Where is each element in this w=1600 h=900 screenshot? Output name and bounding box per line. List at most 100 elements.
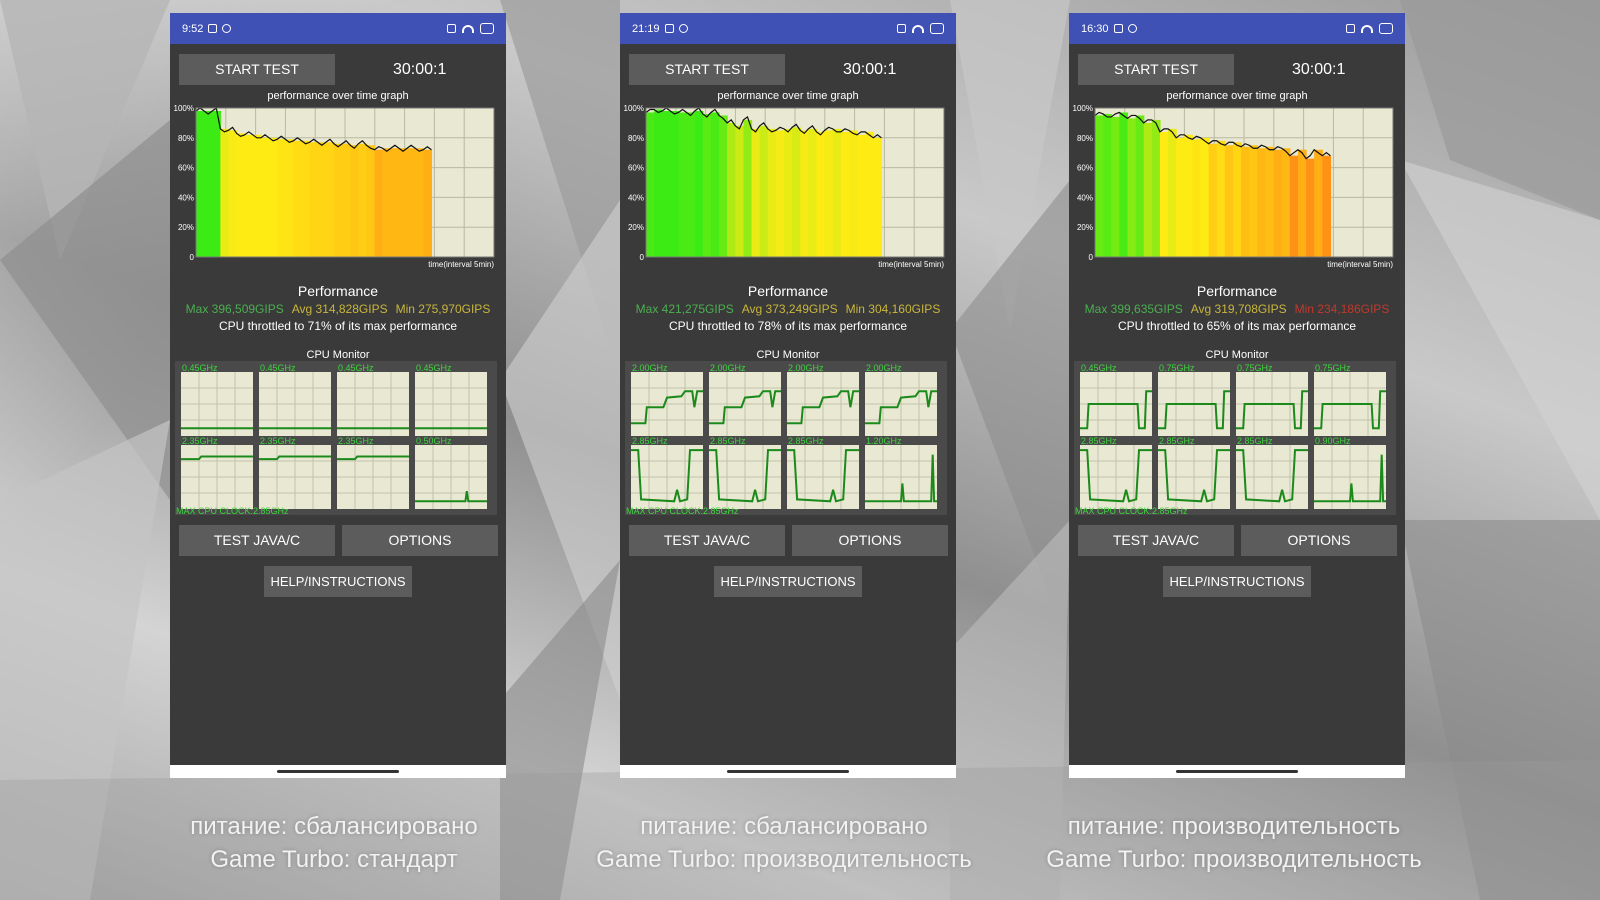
phone-screen: 16:30 START TEST 30:00:1 performance over … — [1069, 13, 1405, 778]
y-tick-label: 60% — [178, 164, 194, 173]
start-test-button[interactable]: START TEST — [1078, 54, 1234, 85]
options-button[interactable]: OPTIONS — [342, 525, 498, 556]
cpu-core-trace — [1236, 390, 1308, 430]
performance-bar — [293, 140, 303, 257]
start-test-button[interactable]: START TEST — [179, 54, 335, 85]
y-tick-label: 40% — [1077, 193, 1093, 202]
graph-title: performance over time graph — [1166, 90, 1308, 102]
help-instructions-button[interactable]: HELP/INSTRUCTIONS — [264, 566, 412, 597]
caption-power-mode: питание: сбалансировано — [640, 813, 928, 840]
status-bar-left: 21:19 — [632, 23, 688, 35]
performance-heading: Performance — [1196, 283, 1278, 299]
performance-bar — [1249, 145, 1258, 257]
performance-heading: Performance — [297, 283, 379, 299]
y-tick-label: 60% — [628, 164, 644, 173]
cpu-core-trace — [259, 455, 331, 461]
performance-graph: 100% 80% 60% 40% 20% 0 time(interval 5min) — [1069, 103, 1405, 275]
status-bar-right — [447, 23, 494, 34]
help-instructions-button[interactable]: HELP/INSTRUCTIONS — [714, 566, 862, 597]
test-java-c-button[interactable]: TEST JAVA/C — [179, 525, 335, 556]
caption-power-mode: питание: сбалансировано — [190, 813, 478, 840]
test-java-c-button[interactable]: TEST JAVA/C — [629, 525, 785, 556]
status-bar-right — [1346, 23, 1393, 34]
test-duration: 30:00:1 — [843, 60, 897, 78]
cpu-core-trace — [631, 449, 703, 503]
action-buttons: TEST JAVA/C OPTIONS — [1069, 525, 1405, 556]
performance-bar — [646, 112, 655, 257]
performance-bar — [735, 125, 745, 257]
graph-border — [645, 107, 945, 258]
performance-stats: Max 396,509GIPS Avg 314,828GIPS Min 275,97… — [170, 302, 506, 316]
performance-bar — [317, 142, 327, 257]
battery-icon — [480, 23, 494, 34]
cpu-monitor-svg: 0.45GHz 0.75GHz 0.75GHz 0.75GHz 2.85GHz 2.85G… — [1074, 361, 1396, 516]
performance-bar — [873, 137, 883, 257]
options-button[interactable]: OPTIONS — [1241, 525, 1397, 556]
throttle-summary: CPU throttled to 78% of its max performa… — [668, 319, 908, 333]
wifi-icon — [1361, 24, 1374, 33]
performance-bar — [824, 130, 834, 257]
performance-bar — [1151, 119, 1161, 257]
cpu-core-trace — [631, 390, 703, 425]
home-gesture-bar[interactable] — [1176, 770, 1298, 773]
performance-bar — [423, 149, 433, 257]
cpu-core-frequency: 2.35GHz — [260, 436, 296, 446]
cpu-core-frequency: 0.75GHz — [1237, 363, 1273, 373]
status-time: 16:30 — [1081, 22, 1109, 35]
performance-bar — [784, 128, 793, 257]
home-gesture-bar[interactable] — [727, 770, 849, 773]
max-cpu-clock: MAX CPU CLOCK:2.85GHz — [626, 506, 739, 516]
cpu-core-trace — [181, 455, 253, 461]
start-test-button[interactable]: START TEST — [629, 54, 785, 85]
performance-bar — [1216, 140, 1226, 257]
performance-bar — [865, 131, 874, 257]
cpu-monitor-svg: 2.00GHz 2.00GHz 2.00GHz 2.00GHz 2.85GHz 2.85G… — [625, 361, 947, 516]
cpu-core-frequency: 0.45GHz — [260, 363, 296, 373]
performance-bar — [1119, 112, 1129, 257]
top-row: START TEST 30:00:1 — [1069, 54, 1405, 85]
cpu-core-trace — [1080, 449, 1152, 503]
performance-graph-svg: 100% 80% 60% 40% 20% 0 time(interval 5min) — [1073, 104, 1394, 269]
y-tick-label: 20% — [628, 223, 644, 232]
performance-bar — [244, 134, 254, 257]
throttle-summary: CPU throttled to 71% of its max performa… — [218, 319, 458, 333]
x-axis-label: time(interval 5min) — [428, 260, 494, 269]
panel-caption: питание: производительность Game Turbo: п… — [999, 810, 1469, 876]
cpu-monitor-svg: 0.45GHz 0.45GHz 0.45GHz 0.45GHz 2.35GHz 2.35G… — [175, 361, 497, 516]
status-bar-right — [897, 23, 944, 34]
action-buttons: TEST JAVA/C OPTIONS — [170, 525, 506, 556]
caption-game-turbo-mode: Game Turbo: стандарт — [210, 846, 458, 873]
performance-bar — [220, 128, 230, 257]
options-button[interactable]: OPTIONS — [792, 525, 948, 556]
performance-bar — [260, 137, 270, 257]
test-duration: 30:00:1 — [393, 60, 447, 78]
cpu-core-frequency: 2.85GHz — [788, 436, 824, 446]
top-row: START TEST 30:00:1 — [170, 54, 506, 85]
phone-screen: 21:19 START TEST 30:00:1 performance over … — [620, 13, 956, 778]
help-instructions-button[interactable]: HELP/INSTRUCTIONS — [1163, 566, 1311, 597]
performance-bar — [710, 112, 720, 257]
performance-graph-svg: 100% 80% 60% 40% 20% 0 time(interval 5min) — [174, 104, 495, 269]
performance-bar — [1200, 137, 1210, 257]
cpu-core-trace — [337, 455, 409, 461]
performance-bar — [1297, 149, 1307, 257]
performance-trace-line — [645, 107, 882, 139]
performance-bar — [1184, 134, 1194, 257]
max-gips: Max 396,509GIPS — [185, 302, 284, 316]
performance-bar — [1257, 148, 1267, 257]
cpu-core-frequency: 2.00GHz — [710, 363, 746, 373]
cpu-core-frequency: 2.00GHz — [866, 363, 902, 373]
performance-bar — [1281, 148, 1291, 257]
performance-bar — [800, 130, 809, 257]
status-time: 21:19 — [632, 22, 660, 35]
test-java-c-button[interactable]: TEST JAVA/C — [1078, 525, 1234, 556]
performance-bar — [1273, 149, 1283, 257]
performance-bar — [1289, 155, 1299, 257]
performance-bar — [269, 137, 278, 257]
home-gesture-bar[interactable] — [277, 770, 399, 773]
performance-bar — [840, 131, 850, 257]
performance-bar — [832, 128, 842, 257]
graph-border — [195, 107, 495, 258]
performance-bar — [1127, 118, 1137, 258]
cpu-core-trace — [415, 490, 487, 503]
